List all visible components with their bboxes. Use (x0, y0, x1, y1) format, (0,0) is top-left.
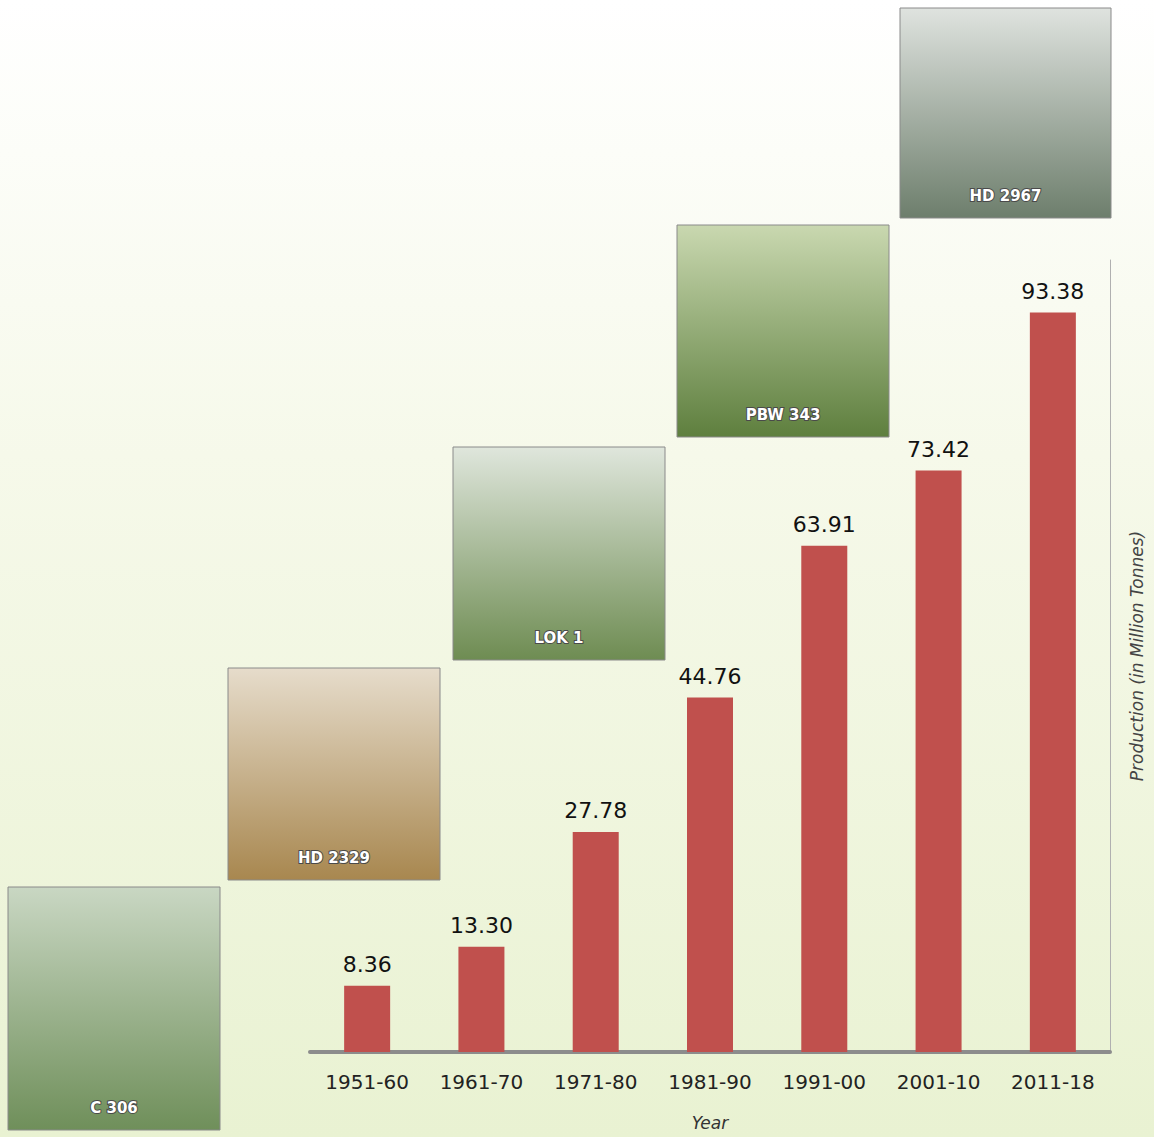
svg-text:2011-18: 2011-18 (1011, 1070, 1095, 1094)
svg-text:C 306: C 306 (90, 1099, 138, 1117)
svg-text:1961-70: 1961-70 (440, 1070, 524, 1094)
svg-text:44.76: 44.76 (679, 664, 742, 689)
svg-text:1971-80: 1971-80 (554, 1070, 638, 1094)
svg-text:PBW 343: PBW 343 (746, 406, 821, 424)
svg-text:LOK 1: LOK 1 (534, 629, 583, 647)
svg-text:63.91: 63.91 (793, 512, 856, 537)
svg-text:73.42: 73.42 (907, 437, 970, 462)
svg-text:HD 2329: HD 2329 (298, 849, 370, 867)
svg-text:8.36: 8.36 (343, 952, 392, 977)
svg-text:1981-90: 1981-90 (668, 1070, 752, 1094)
svg-text:Year: Year (692, 1113, 729, 1133)
svg-text:13.30: 13.30 (450, 913, 513, 938)
svg-text:HD 2967: HD 2967 (970, 187, 1042, 205)
svg-text:Production (in Million Tonnes): Production (in Million Tonnes) (1127, 531, 1147, 781)
svg-text:2001-10: 2001-10 (897, 1070, 981, 1094)
svg-text:1991-00: 1991-00 (782, 1070, 866, 1094)
svg-text:1951-60: 1951-60 (325, 1070, 409, 1094)
svg-text:93.38: 93.38 (1021, 279, 1084, 304)
svg-text:27.78: 27.78 (564, 798, 627, 823)
